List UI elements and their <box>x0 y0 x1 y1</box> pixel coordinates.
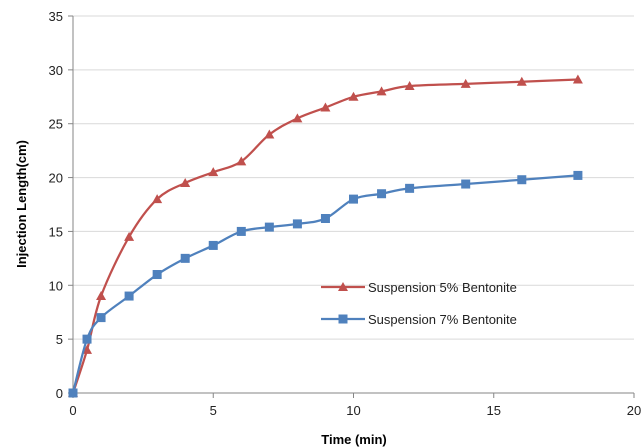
data-point-square <box>405 183 415 193</box>
data-point-square <box>152 270 162 280</box>
data-point-square <box>180 253 190 263</box>
data-point-square <box>517 175 527 185</box>
data-point-triangle <box>208 167 219 177</box>
data-series <box>68 74 583 398</box>
data-point-square <box>349 194 358 204</box>
data-point-triangle <box>338 282 348 291</box>
data-point-square <box>124 291 134 301</box>
data-point-triangle <box>460 78 471 88</box>
series-2 <box>68 170 583 398</box>
y-tick-label: 10 <box>49 278 63 293</box>
data-point-square <box>320 214 330 224</box>
x-tick-label: 10 <box>346 403 360 418</box>
y-tick-labels: 0 5 10 15 20 25 30 35 <box>49 9 63 401</box>
y-tick-label: 20 <box>49 171 63 186</box>
data-point-square <box>82 334 92 344</box>
series-1 <box>68 74 583 397</box>
x-tick-label: 5 <box>210 403 217 418</box>
data-point-triangle <box>376 86 387 96</box>
x-axis-title: Time (min) <box>321 432 387 447</box>
data-point-square <box>264 222 274 232</box>
data-point-square <box>68 388 78 398</box>
data-point-square <box>461 179 471 189</box>
y-tick-label: 0 <box>56 386 63 401</box>
legend-item: Suspension 7% Bentonite <box>321 312 517 327</box>
data-point-triangle <box>96 291 107 301</box>
data-point-triangle <box>320 102 331 112</box>
data-point-triangle <box>404 81 415 91</box>
data-point-triangle <box>180 177 191 187</box>
data-point-triangle <box>348 91 359 101</box>
data-point-triangle <box>572 74 583 84</box>
y-tick-label: 30 <box>49 63 63 78</box>
y-tick-label: 5 <box>56 332 63 347</box>
x-tick-labels: 0 5 10 15 20 <box>69 403 641 418</box>
legend-item: Suspension 5% Bentonite <box>321 280 517 295</box>
series-line <box>71 78 578 394</box>
data-point-square <box>377 189 387 199</box>
data-point-square <box>96 313 106 323</box>
data-point-square <box>292 219 302 229</box>
axes <box>68 15 635 398</box>
x-tick-label: 0 <box>69 403 76 418</box>
x-tick-label: 15 <box>487 403 501 418</box>
data-point-triangle <box>264 129 275 139</box>
legend: Suspension 5% Bentonite Suspension 7% Ben… <box>321 280 517 327</box>
y-tick-label: 15 <box>49 224 63 239</box>
data-point-triangle <box>236 156 247 166</box>
y-tick-label: 35 <box>49 9 63 24</box>
x-tick-label: 20 <box>627 403 641 418</box>
data-point-triangle <box>152 194 163 204</box>
data-point-triangle <box>292 113 303 123</box>
gridlines <box>73 15 634 340</box>
data-point-triangle <box>82 344 93 354</box>
legend-label: Suspension 5% Bentonite <box>368 280 517 295</box>
legend-label: Suspension 7% Bentonite <box>368 312 517 327</box>
data-point-square <box>338 314 348 324</box>
y-axis-title: Injection Length(cm) <box>14 140 29 268</box>
data-point-triangle <box>124 231 135 241</box>
data-point-square <box>208 240 218 250</box>
data-point-triangle <box>516 76 527 86</box>
y-tick-label: 25 <box>49 117 63 132</box>
data-point-square <box>236 226 246 236</box>
data-point-square <box>573 170 583 180</box>
